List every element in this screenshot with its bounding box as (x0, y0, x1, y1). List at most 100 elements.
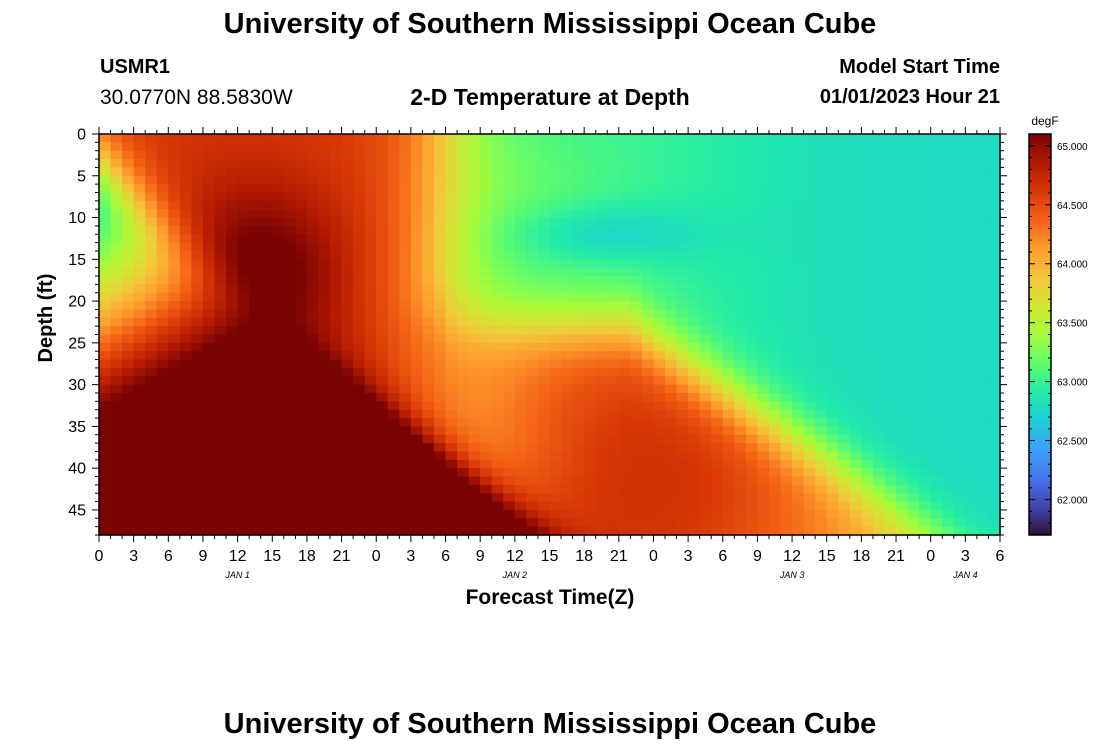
heatmap-cell (330, 351, 343, 361)
heatmap-cell (376, 317, 389, 327)
heatmap-cell (295, 200, 308, 210)
heatmap-cell (676, 159, 689, 169)
heatmap-cell (618, 476, 631, 486)
heatmap-cell (537, 276, 551, 285)
heatmap-cell (272, 209, 285, 219)
heatmap-cell (572, 468, 585, 478)
heatmap-cell (179, 200, 193, 210)
heatmap-cell (318, 418, 331, 427)
heatmap-cell (330, 317, 343, 327)
heatmap-cell (780, 526, 793, 536)
heatmap-cell (156, 225, 169, 235)
heatmap-cell (387, 134, 400, 143)
heatmap-cell (699, 309, 712, 319)
heatmap-cell (249, 359, 262, 369)
heatmap-cell (803, 434, 816, 444)
heatmap-cell (988, 459, 1001, 469)
heatmap-cell (260, 493, 273, 503)
heatmap-cell (202, 376, 216, 386)
heatmap-cell (491, 134, 504, 143)
heatmap-cell (341, 284, 354, 294)
heatmap-cell (792, 242, 805, 252)
heatmap-cell (838, 367, 851, 377)
heatmap-cell (318, 234, 331, 244)
heatmap-cell (272, 159, 285, 169)
heatmap-cell (595, 267, 608, 277)
heatmap-cell (896, 234, 909, 244)
x-tick-label: 18 (298, 548, 316, 565)
heatmap-cell (711, 225, 724, 235)
heatmap-cell (272, 175, 285, 185)
heatmap-cell (561, 150, 574, 160)
heatmap-cell (953, 376, 966, 386)
heatmap-cell (734, 259, 747, 269)
heatmap-cell (849, 359, 862, 369)
heatmap-cell (318, 192, 331, 202)
heatmap-cell (826, 250, 839, 260)
heatmap-cell (168, 309, 181, 319)
heatmap-cell (387, 518, 400, 528)
heatmap-cell (745, 217, 759, 227)
heatmap-cell (838, 292, 851, 302)
heatmap-cell (122, 418, 135, 427)
heatmap-cell (907, 184, 920, 194)
heatmap-cell (688, 459, 701, 469)
heatmap-cell (976, 526, 990, 536)
heatmap-cell (792, 309, 805, 319)
heatmap-cell (410, 242, 424, 252)
heatmap-cell (942, 234, 955, 244)
heatmap-cell (514, 367, 527, 377)
heatmap-cell (156, 476, 169, 486)
heatmap-cell (410, 167, 424, 177)
heatmap-cell (965, 259, 978, 269)
heatmap-cell (214, 392, 227, 402)
heatmap-cell (630, 392, 643, 402)
heatmap-cell (745, 292, 759, 302)
heatmap-cell (896, 468, 909, 478)
heatmap-cell (930, 159, 943, 169)
heatmap-cell (942, 142, 955, 152)
heatmap-cell (191, 200, 204, 210)
heatmap-cell (861, 409, 874, 419)
heatmap-cell (942, 426, 955, 436)
heatmap-cell (237, 225, 250, 235)
heatmap-cell (976, 142, 990, 152)
heatmap-cell (803, 484, 816, 494)
heatmap-cell (896, 518, 909, 528)
heatmap-cell (376, 367, 389, 377)
day-label: JAN 4 (952, 570, 978, 580)
heatmap-cell (988, 284, 1001, 294)
heatmap-cell (110, 242, 123, 252)
heatmap-cell (896, 326, 909, 336)
day-label: JAN 1 (224, 570, 250, 580)
heatmap-cell (676, 451, 689, 461)
heatmap-cell (410, 359, 424, 369)
heatmap-cell (330, 150, 343, 160)
heatmap-cell (676, 217, 689, 227)
y-tick-label: 0 (77, 127, 86, 144)
heatmap-cell (168, 234, 181, 244)
heatmap-cell (768, 334, 782, 344)
heatmap-cell (699, 150, 712, 160)
heatmap-cell (803, 501, 816, 511)
heatmap-cell (480, 401, 493, 411)
heatmap-cell (353, 225, 366, 235)
heatmap-cell (214, 200, 227, 210)
heatmap-cell (676, 326, 689, 336)
heatmap-cell (595, 509, 608, 519)
heatmap-cell (503, 351, 516, 361)
heatmap-cell (838, 334, 851, 344)
heatmap-cell (849, 376, 862, 386)
station-id: USMR1 (100, 56, 171, 78)
heatmap-cell (861, 326, 874, 336)
heatmap-cell (792, 225, 805, 235)
heatmap-cell (145, 518, 158, 528)
heatmap-cell (757, 292, 770, 302)
heatmap-cell (503, 134, 516, 143)
heatmap-cell (514, 200, 527, 210)
heatmap-cell (468, 484, 481, 494)
heatmap-cell (480, 259, 493, 269)
heatmap-cell (133, 217, 146, 227)
heatmap-cell (468, 434, 481, 444)
heatmap-cell (838, 142, 851, 152)
